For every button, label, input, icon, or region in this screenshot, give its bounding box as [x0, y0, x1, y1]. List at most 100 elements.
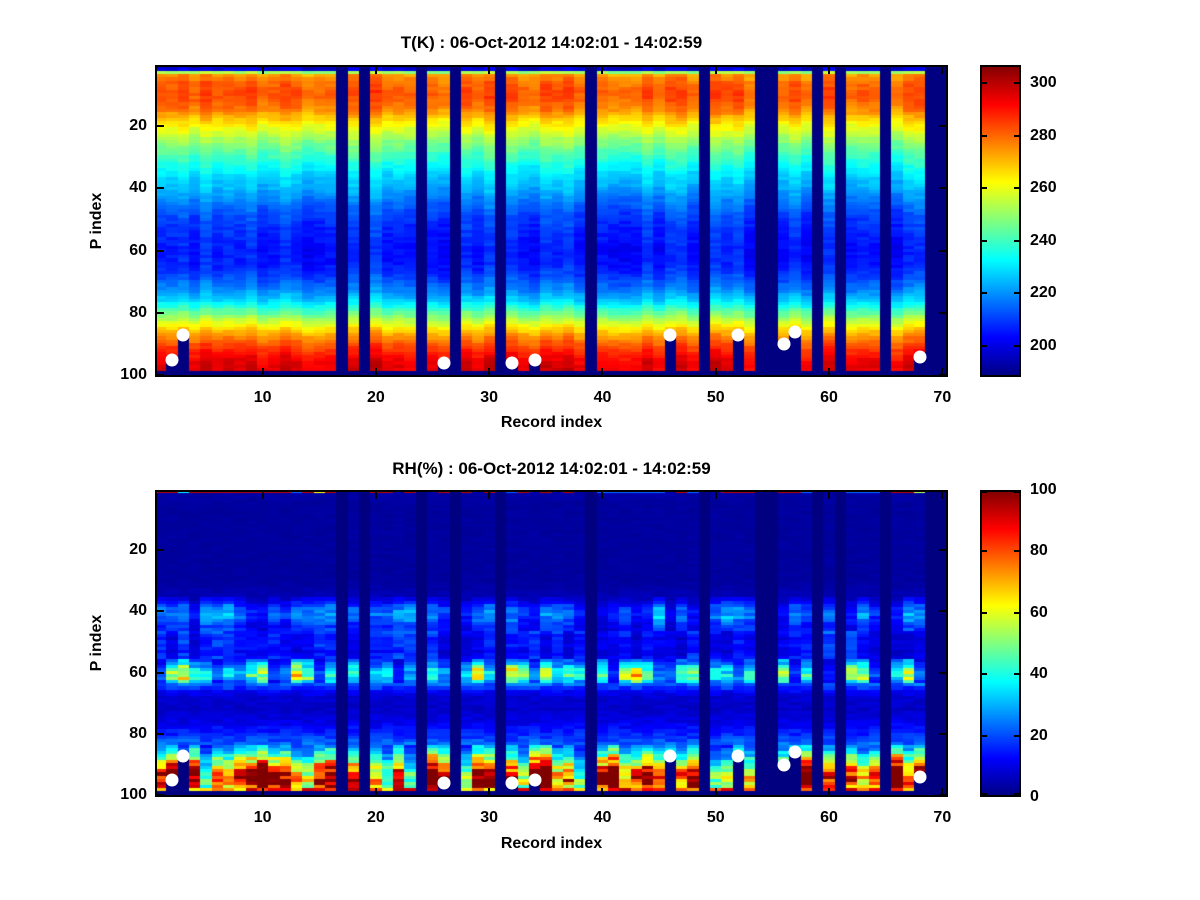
colorbar-tick-mark-right: [1014, 82, 1020, 85]
colorbar-tick-label: 100: [1030, 481, 1057, 498]
colorbar-tick-mark: [981, 344, 987, 347]
colorbar-tick-label: 220: [1030, 284, 1057, 302]
x-tick-mark: [261, 788, 264, 795]
x-tick-mark: [374, 788, 377, 795]
x-tick-label: 30: [480, 389, 499, 406]
humidity-colorbar: [980, 490, 1021, 797]
x-tick-label: 30: [480, 809, 499, 826]
y-tick-mark-right: [939, 610, 946, 613]
x-tick-label: 40: [593, 389, 612, 406]
surface-marker-dot: [913, 770, 927, 784]
surface-marker-dot: [777, 337, 791, 351]
colorbar-tick-mark: [981, 793, 987, 795]
x-tick-mark: [261, 368, 264, 375]
x-tick-mark: [374, 368, 377, 375]
colorbar-tick-label: 40: [1030, 665, 1048, 683]
y-tick-mark-right: [939, 374, 946, 377]
surface-marker-dot: [165, 353, 179, 367]
x-tick-mark-top: [941, 492, 944, 499]
colorbar-tick-mark: [981, 82, 987, 85]
temperature-colorbar: [980, 65, 1021, 377]
x-tick-mark-top: [714, 67, 717, 74]
colorbar-tick-mark-right: [1014, 550, 1020, 553]
y-tick-label: 60: [129, 241, 147, 259]
y-tick-label: 80: [129, 304, 147, 322]
y-tick-mark-right: [939, 548, 946, 551]
x-tick-mark: [714, 788, 717, 795]
colorbar-tick-mark: [981, 239, 987, 242]
surface-marker-dot: [788, 325, 802, 339]
surface-marker-dot: [437, 356, 451, 370]
surface-marker-dot: [528, 773, 541, 787]
temperature-x-axis-label: Record index: [500, 414, 603, 431]
x-tick-mark-top: [601, 492, 604, 499]
x-tick-mark: [828, 788, 831, 795]
surface-marker-dot: [505, 356, 519, 370]
y-tick-label: 60: [129, 663, 147, 681]
x-tick-label: 10: [253, 809, 272, 826]
x-tick-mark: [488, 788, 491, 795]
surface-marker-dot: [913, 350, 927, 364]
colorbar-tick-mark: [981, 134, 987, 137]
x-tick-mark-top: [828, 67, 831, 74]
surface-marker-dot: [176, 749, 190, 763]
colorbar-tick-mark-right: [1014, 187, 1020, 190]
surface-marker-dot: [165, 773, 179, 787]
colorbar-tick-mark-right: [1014, 344, 1020, 347]
colorbar-tick-mark-right: [1014, 239, 1020, 242]
y-tick-mark: [157, 733, 164, 736]
x-tick-mark-top: [374, 67, 377, 74]
x-tick-mark: [714, 368, 717, 375]
colorbar-tick-label: 300: [1030, 74, 1057, 92]
colorbar-tick-mark: [981, 550, 987, 553]
x-tick-label: 40: [593, 809, 612, 826]
colorbar-tick-mark: [981, 673, 987, 676]
y-tick-mark: [157, 374, 164, 377]
x-tick-mark-top: [941, 67, 944, 74]
x-tick-mark-top: [601, 67, 604, 74]
humidity-x-axis-label: Record index: [500, 835, 603, 852]
humidity-heatmap: [155, 490, 948, 797]
y-tick-mark: [157, 610, 164, 613]
surface-marker-dot: [505, 776, 519, 790]
x-tick-label: 10: [253, 389, 272, 406]
y-tick-mark-right: [939, 312, 946, 315]
x-tick-label: 50: [706, 389, 725, 406]
x-tick-mark-top: [828, 492, 831, 499]
y-tick-label: 100: [120, 366, 147, 384]
x-tick-mark: [941, 788, 944, 795]
y-tick-mark: [157, 249, 164, 252]
humidity-plot-title: RH(%) : 06-Oct-2012 14:02:01 - 14:02:59: [392, 459, 711, 478]
colorbar-tick-mark: [981, 734, 987, 737]
x-tick-label: 20: [367, 809, 385, 826]
colorbar-tick-label: 80: [1030, 542, 1048, 560]
y-tick-label: 40: [129, 602, 147, 620]
surface-marker-dot: [663, 328, 677, 342]
colorbar-tick-mark: [981, 292, 987, 295]
x-tick-mark-top: [488, 67, 491, 74]
y-tick-mark: [157, 312, 164, 315]
x-tick-mark-top: [374, 492, 377, 499]
y-tick-label: 20: [129, 540, 147, 558]
colorbar-tick-label: 60: [1030, 603, 1048, 621]
x-tick-label: 50: [706, 809, 725, 826]
y-tick-label: 80: [129, 725, 147, 743]
colorbar-tick-label: 0: [1030, 788, 1039, 805]
x-tick-label: 70: [933, 389, 952, 406]
colorbar-tick-mark-right: [1014, 491, 1020, 493]
surface-marker-dot: [437, 776, 451, 790]
y-tick-mark-right: [939, 671, 946, 674]
y-tick-mark: [157, 794, 164, 797]
x-tick-label: 60: [820, 389, 838, 406]
temperature-heatmap: [155, 65, 948, 377]
y-tick-mark: [157, 187, 164, 190]
temperature-plot-title: T(K) : 06-Oct-2012 14:02:01 - 14:02:59: [400, 33, 703, 52]
x-tick-label: 60: [820, 809, 838, 826]
x-tick-mark-top: [261, 67, 264, 74]
y-tick-mark: [157, 124, 164, 127]
y-tick-mark-right: [939, 187, 946, 190]
surface-marker-dot: [731, 328, 745, 342]
colorbar-tick-mark-right: [1014, 793, 1020, 795]
colorbar-tick-label: 20: [1030, 726, 1048, 744]
